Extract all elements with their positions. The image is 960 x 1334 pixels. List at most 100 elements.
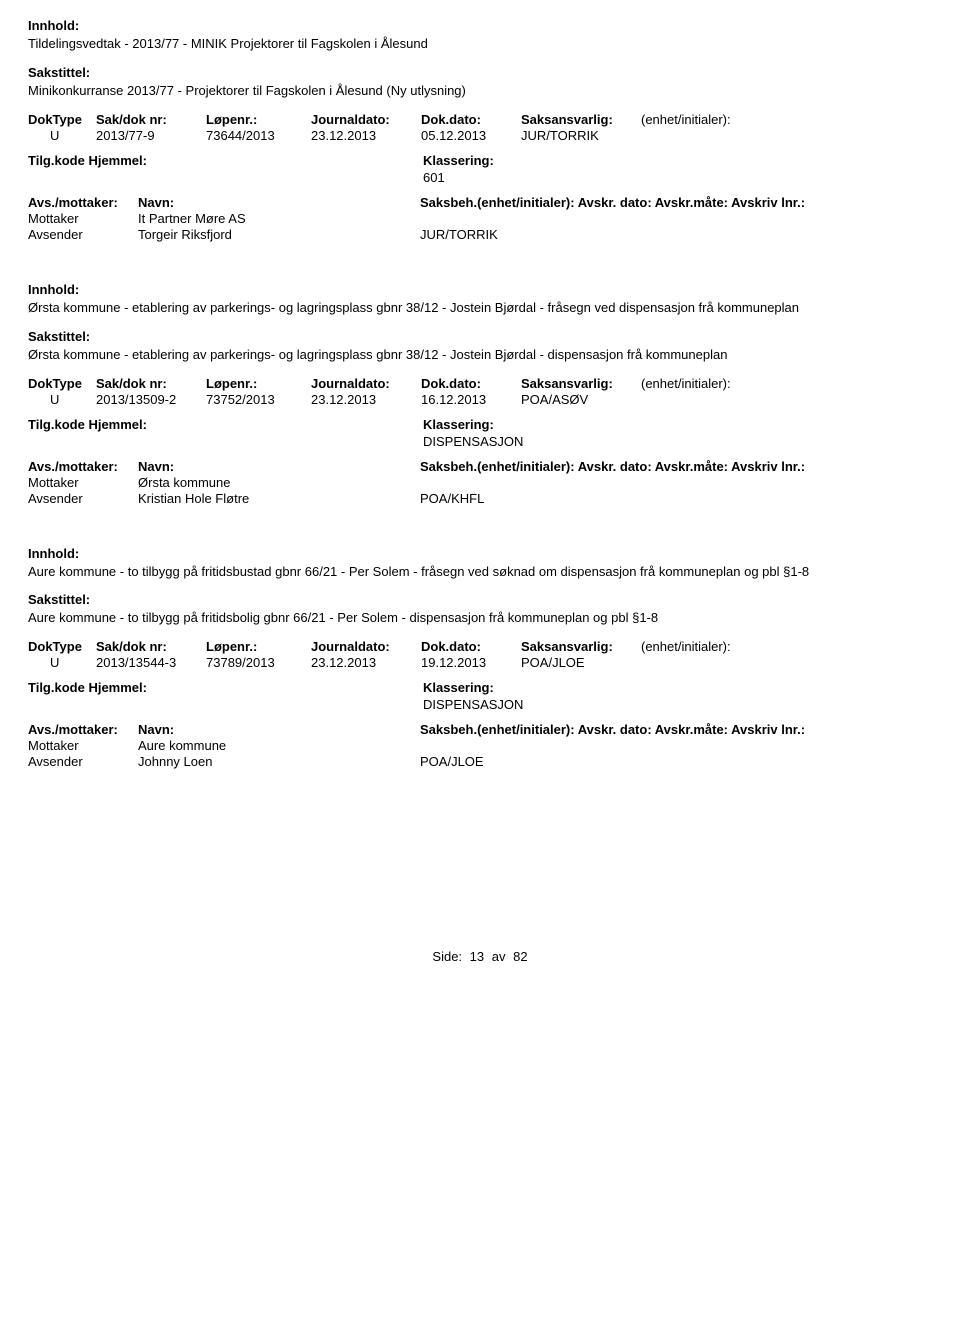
lopenr-header: Løpenr.: (206, 112, 311, 127)
sakstittel-label: Sakstittel: (28, 592, 932, 607)
dok-data-row: U2013/13544-373789/201323.12.201319.12.2… (28, 655, 932, 670)
footer-total: 82 (513, 949, 527, 964)
dok-data-row: U2013/77-973644/201323.12.201305.12.2013… (28, 128, 932, 143)
avsmottaker-header: Avs./mottaker: (28, 722, 138, 737)
dokdato-header: Dok.dato: (421, 639, 521, 654)
journaldato-value: 23.12.2013 (311, 392, 421, 407)
lopenr-value: 73752/2013 (206, 392, 311, 407)
lopenr-value: 73644/2013 (206, 128, 311, 143)
tilgkode-hjemmel: Tilg.kode Hjemmel: (28, 153, 423, 185)
sakdok-value: 2013/13509-2 (96, 392, 206, 407)
klassering-block: Klassering: 601 (423, 153, 494, 185)
sakstittel-label: Sakstittel: (28, 329, 932, 344)
klassering-label: Klassering: (423, 153, 494, 168)
innhold-label: Innhold: (28, 18, 932, 33)
navn-header: Navn: (138, 459, 420, 474)
saksansvarlig-header: Saksansvarlig: (521, 112, 641, 127)
hjemmel-label: Hjemmel: (88, 153, 147, 168)
journaldato-header: Journaldato: (311, 376, 421, 391)
navn-header: Navn: (138, 722, 420, 737)
tilgkode-label: Tilg.kode (28, 153, 88, 168)
tilgkode-label: Tilg.kode (28, 417, 88, 432)
party-code: POA/KHFL (420, 491, 580, 506)
avsmottaker-header: Avs./mottaker: (28, 195, 138, 210)
lopenr-value: 73789/2013 (206, 655, 311, 670)
party-code (420, 475, 580, 490)
hjemmel-klassering-row: Tilg.kode Hjemmel:Klassering:DISPENSASJO… (28, 417, 932, 449)
innhold-label: Innhold: (28, 546, 932, 561)
sakstittel-label: Sakstittel: (28, 65, 932, 80)
party-code: POA/JLOE (420, 754, 580, 769)
dokdato-value: 19.12.2013 (421, 655, 521, 670)
doktype-header: DokType (28, 639, 96, 654)
doktype-value: U (28, 128, 96, 143)
record: Innhold: Tildelingsvedtak - 2013/77 - MIN… (28, 18, 932, 242)
saksbeh-header: Saksbeh.(enhet/initialer): Avskr. dato: … (420, 459, 805, 474)
parties-header-row: Avs./mottaker:Navn:Saksbeh.(enhet/initia… (28, 195, 932, 210)
party-role: Mottaker (28, 738, 138, 753)
parties-header-row: Avs./mottaker:Navn:Saksbeh.(enhet/initia… (28, 459, 932, 474)
party-name: Aure kommune (138, 738, 420, 753)
record: Innhold: Ørsta kommune - etablering av pa… (28, 282, 932, 506)
saksbeh-header: Saksbeh.(enhet/initialer): Avskr. dato: … (420, 722, 805, 737)
enhet-header: (enhet/initialer): (641, 376, 731, 391)
hjemmel-label: Hjemmel: (88, 417, 147, 432)
party-row: AvsenderJohnny LoenPOA/JLOE (28, 754, 932, 769)
klassering-label: Klassering: (423, 680, 523, 695)
parties-header-row: Avs./mottaker:Navn:Saksbeh.(enhet/initia… (28, 722, 932, 737)
saksansvarlig-value: JUR/TORRIK (521, 128, 641, 143)
lopenr-header: Løpenr.: (206, 376, 311, 391)
party-role: Mottaker (28, 475, 138, 490)
page-footer: Side: 13 av 82 (28, 949, 932, 964)
footer-page: 13 (470, 949, 484, 964)
enhet-header: (enhet/initialer): (641, 112, 731, 127)
party-row: MottakerIt Partner Møre AS (28, 211, 932, 226)
journaldato-header: Journaldato: (311, 112, 421, 127)
innhold-text: Tildelingsvedtak - 2013/77 - MINIK Proje… (28, 36, 932, 53)
saksansvarlig-header: Saksansvarlig: (521, 376, 641, 391)
record: Innhold:Aure kommune - to tilbygg på fri… (28, 546, 932, 770)
party-role: Avsender (28, 491, 138, 506)
innhold-text: Ørsta kommune - etablering av parkerings… (28, 300, 932, 317)
party-code (420, 211, 580, 226)
doktype-header: DokType (28, 376, 96, 391)
tilgkode-label: Tilg.kode (28, 680, 88, 695)
tilgkode-hjemmel: Tilg.kode Hjemmel: (28, 680, 423, 712)
party-row: MottakerAure kommune (28, 738, 932, 753)
klassering-value: DISPENSASJON (423, 434, 523, 449)
sakdok-value: 2013/13544-3 (96, 655, 206, 670)
klassering-label: Klassering: (423, 417, 523, 432)
sakdok-header: Sak/dok nr: (96, 376, 206, 391)
party-code (420, 738, 580, 753)
dok-data-row: U2013/13509-273752/201323.12.201316.12.2… (28, 392, 932, 407)
party-role: Avsender (28, 754, 138, 769)
party-name: It Partner Møre AS (138, 211, 420, 226)
klassering-block: Klassering: DISPENSASJON (423, 417, 523, 449)
journaldato-header: Journaldato: (311, 639, 421, 654)
party-row: AvsenderTorgeir RiksfjordJUR/TORRIK (28, 227, 932, 242)
dok-header-row: DokTypeSak/dok nr:Løpenr.:Journaldato:Do… (28, 112, 932, 127)
journaldato-value: 23.12.2013 (311, 128, 421, 143)
klassering-value: DISPENSASJON (423, 697, 523, 712)
party-name: Ørsta kommune (138, 475, 420, 490)
sakdok-header: Sak/dok nr: (96, 112, 206, 127)
footer-label: Side: (432, 949, 462, 964)
klassering-value: 601 (423, 170, 494, 185)
tilgkode-hjemmel: Tilg.kode Hjemmel: (28, 417, 423, 449)
sakstittel-text: Minikonkurranse 2013/77 - Projektorer ti… (28, 83, 932, 100)
saksbeh-header: Saksbeh.(enhet/initialer): Avskr. dato: … (420, 195, 805, 210)
party-name: Torgeir Riksfjord (138, 227, 420, 242)
party-name: Kristian Hole Fløtre (138, 491, 420, 506)
hjemmel-klassering-row: Tilg.kode Hjemmel:Klassering:601 (28, 153, 932, 185)
sakdok-value: 2013/77-9 (96, 128, 206, 143)
saksansvarlig-value: POA/ASØV (521, 392, 641, 407)
hjemmel-klassering-row: Tilg.kode Hjemmel:Klassering: DISPENSASJO… (28, 680, 932, 712)
party-row: AvsenderKristian Hole FløtrePOA/KHFL (28, 491, 932, 506)
party-code: JUR/TORRIK (420, 227, 580, 242)
innhold-label: Innhold: (28, 282, 932, 297)
dokdato-value: 16.12.2013 (421, 392, 521, 407)
footer-sep: av (492, 949, 506, 964)
enhet-header: (enhet/initialer): (641, 639, 731, 654)
dok-header-row: DokTypeSak/dok nr:Løpenr.:Journaldato:Do… (28, 639, 932, 654)
party-role: Mottaker (28, 211, 138, 226)
